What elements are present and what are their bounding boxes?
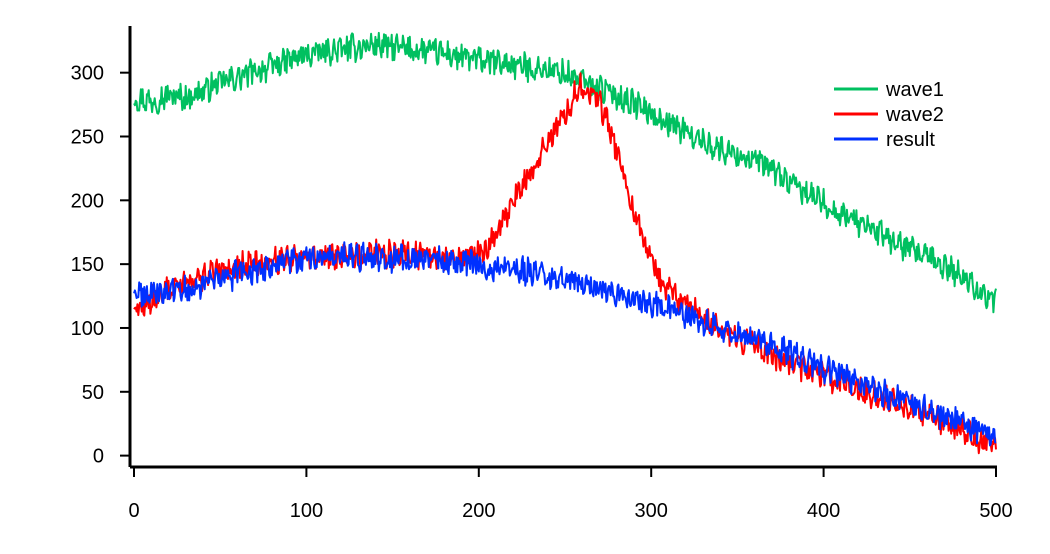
series-line-result — [133, 241, 997, 447]
x-tick-label: 200 — [462, 500, 495, 522]
x-tick-label: 400 — [807, 500, 840, 522]
axes-layer: 0 50 100 150 200 250 300 0 100 200 300 400 500 — [71, 26, 1013, 522]
y-tick-label: 50 — [82, 382, 104, 404]
series-layer — [133, 31, 997, 455]
y-tick-label: 150 — [71, 254, 104, 276]
x-tick-label: 300 — [635, 500, 668, 522]
x-tick-label: 500 — [979, 500, 1012, 522]
y-tick-label: 250 — [71, 127, 104, 149]
x-tick-label: 0 — [128, 500, 139, 522]
legend-label-result: result — [886, 129, 935, 151]
y-tick-label: 0 — [93, 446, 104, 468]
y-tick-label: 300 — [71, 63, 104, 85]
x-tick-label: 100 — [290, 500, 323, 522]
legend-label-wave1: wave1 — [885, 79, 944, 101]
legend: wave1 wave2 result — [834, 79, 944, 151]
series-line-wave2 — [133, 72, 997, 455]
y-tick-label: 100 — [71, 318, 104, 340]
y-tick-label: 200 — [71, 190, 104, 212]
series-line-wave1 — [133, 31, 997, 314]
legend-label-wave2: wave2 — [885, 104, 944, 126]
